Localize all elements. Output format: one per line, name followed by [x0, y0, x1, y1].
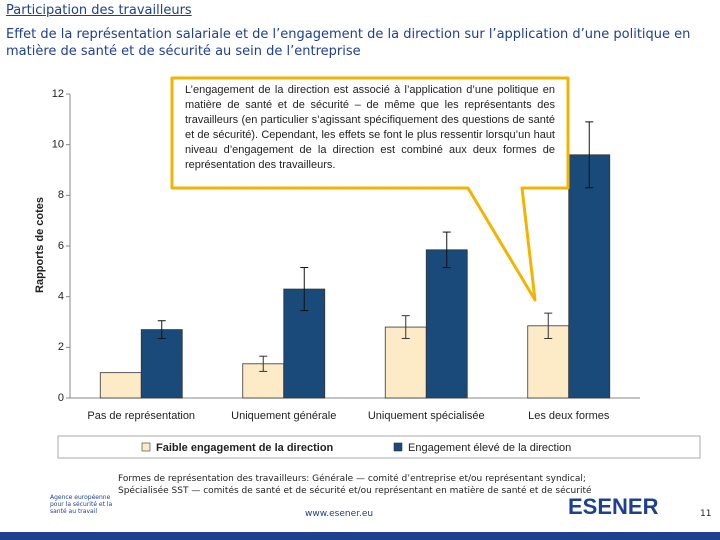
- callout-text: L’engagement de la direction est associé…: [185, 84, 555, 171]
- subtitle: Effet de la représentation salariale et …: [6, 27, 691, 59]
- legend-box: [57, 435, 701, 459]
- footer-bar: [0, 532, 720, 540]
- error-bar: [442, 231, 451, 269]
- error-bar: [300, 267, 309, 312]
- y-tick-label: 2: [58, 341, 64, 353]
- y-tick-label: 0: [58, 392, 64, 404]
- bar: [99, 372, 142, 399]
- legend-label: Engagement élevé de la direction: [408, 442, 571, 454]
- legend-label: Faible engagement de la direction: [156, 442, 334, 454]
- y-tick-label: 10: [52, 139, 64, 151]
- x-tick-label: Les deux formes: [528, 410, 610, 422]
- bar: [425, 249, 468, 399]
- x-tick-label: Uniquement générale: [231, 410, 336, 422]
- esener-logo: ESENER: [568, 494, 659, 519]
- agency-name: Agence européenne pour la sécurité et la…: [50, 494, 113, 515]
- bar: [140, 329, 183, 399]
- y-tick-label: 12: [52, 88, 64, 100]
- y-tick-label: 4: [58, 291, 64, 303]
- callout-box: [170, 76, 570, 302]
- error-bar: [157, 320, 166, 339]
- x-tick-label: Uniquement spécialisée: [368, 410, 485, 422]
- x-tick-label: Pas de représentation: [87, 410, 195, 422]
- error-bar: [259, 355, 268, 372]
- footnote: Formes de représentation des travailleur…: [118, 474, 592, 496]
- error-bar: [585, 121, 594, 189]
- bar: [568, 154, 611, 399]
- y-tick-label: 6: [58, 240, 64, 252]
- error-bar: [401, 315, 410, 339]
- footer-url: www.esener.eu: [305, 509, 374, 519]
- y-axis-label: Rapports de cotes: [34, 197, 46, 293]
- error-bar: [544, 312, 553, 339]
- page-number: 11: [700, 509, 712, 519]
- y-tick-label: 8: [58, 189, 64, 201]
- legend-swatch: [141, 442, 151, 452]
- legend-swatch: [393, 442, 403, 452]
- title: Participation des travailleurs: [6, 3, 192, 18]
